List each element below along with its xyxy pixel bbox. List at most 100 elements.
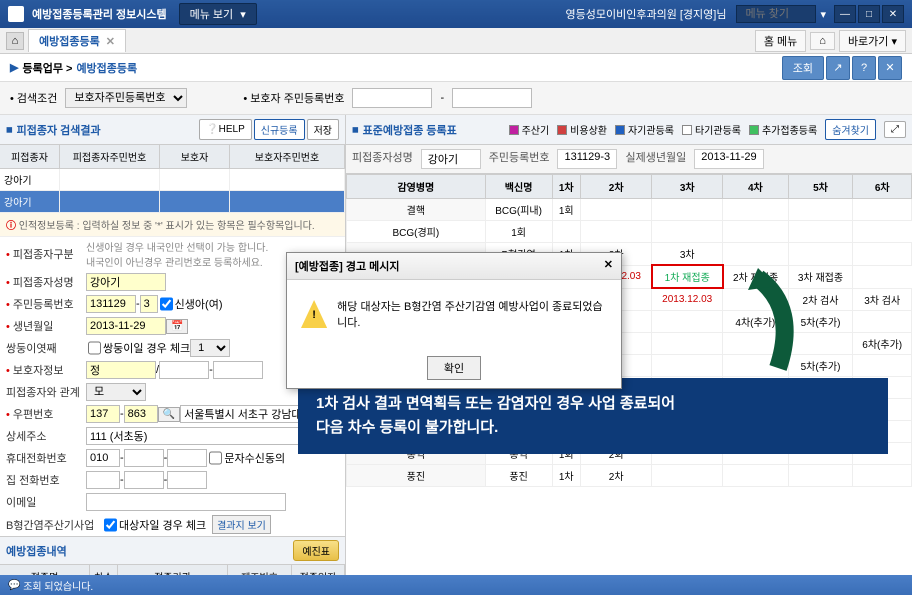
warning-icon: [301, 300, 327, 328]
status-icon: 💬: [8, 580, 20, 591]
twin-label: 쌍둥이일 경우 체크: [103, 340, 190, 356]
note-gubun: 신생아일 경우 내국인만 선택이 가능 합니다.내국인이 아닌경우 관리번호로 …: [86, 239, 268, 269]
minimize-button[interactable]: —: [834, 5, 856, 23]
lbl-gubun: 피접종자구분: [6, 246, 86, 262]
modal-title: [예방접종] 경고 메시지: [295, 258, 400, 274]
hide-button[interactable]: 숨겨찾기: [825, 119, 876, 140]
tab-registration[interactable]: 예방접종등록 ✕: [28, 29, 126, 52]
vax-row[interactable]: 풍진풍진1차2차: [347, 464, 912, 486]
shortcut-button[interactable]: 바로가기 ▾: [839, 30, 906, 52]
tel2-input[interactable]: [124, 471, 164, 489]
result-grid-header: 피접종자피접종자주민번호 보호자보호자주민번호: [0, 145, 345, 169]
result-view-button[interactable]: 결과지 보기: [212, 515, 271, 534]
save-button[interactable]: 저장: [307, 119, 339, 140]
lbl-name: 피접종자성명: [6, 274, 86, 290]
pre-exam-button[interactable]: 예진표: [293, 540, 339, 561]
addr1-input[interactable]: [180, 405, 310, 423]
twin-checkbox[interactable]: [88, 339, 101, 357]
tel3-input[interactable]: [167, 471, 207, 489]
jumin1-input[interactable]: [86, 295, 136, 313]
status-text: 조회 되었습니다.: [23, 578, 93, 593]
lbl-phone: 휴대전화번호: [6, 450, 86, 466]
modal-ok-button[interactable]: 확인: [427, 356, 481, 380]
breadcrumb: ▶ 등록업무 > 예방접종등록 조회 ↗ ? ✕: [0, 54, 912, 82]
vax-row[interactable]: 결핵BCG(피내)1회: [347, 199, 912, 221]
callout-arrow-icon: [748, 268, 808, 378]
home-nav-icon[interactable]: ⌂: [810, 32, 835, 50]
modal-message: 해당 대상자는 B형간염 주산기감염 예방사업이 종료되었습니다.: [337, 298, 607, 330]
newborn-label: 신생아(여): [175, 296, 223, 312]
export-icon[interactable]: ↗: [826, 56, 850, 80]
home-icon[interactable]: ⌂: [6, 32, 24, 50]
twin-select[interactable]: 1: [190, 339, 230, 357]
close-button[interactable]: ✕: [882, 5, 904, 23]
vax-row[interactable]: BCG(경피)1회: [347, 221, 912, 243]
r-val-jumin: 131129-3: [557, 149, 617, 169]
jumin2-input[interactable]: [140, 295, 158, 313]
email-input[interactable]: [86, 493, 286, 511]
phone3-input[interactable]: [167, 449, 207, 467]
menu-search-input[interactable]: [736, 5, 816, 23]
new-reg-button[interactable]: 신규등록: [254, 119, 305, 140]
sms-label: 문자수신동의: [224, 450, 285, 466]
tab-close-icon[interactable]: ✕: [106, 35, 115, 48]
newborn-checkbox[interactable]: [160, 295, 173, 313]
panel-close-icon[interactable]: ✕: [878, 56, 902, 80]
calendar-icon[interactable]: 📅: [166, 319, 188, 334]
logo-icon: [8, 6, 24, 22]
guardian-input3[interactable]: [213, 361, 263, 379]
zip-search-icon[interactable]: 🔍: [158, 407, 180, 422]
result-row-selected[interactable]: 강아기: [0, 191, 345, 213]
menu-view-button[interactable]: 메뉴 보기 ▾: [179, 3, 257, 25]
lbl-tel: 집 전화번호: [6, 472, 86, 488]
lbl-rel: 피접종자와 관계: [6, 384, 86, 400]
phone1-input[interactable]: [86, 449, 120, 467]
info-note: ⓘ 인적정보등록 : 입력하실 정보 중 '*' 표시가 있는 항목은 필수항목…: [0, 213, 345, 237]
guardian-input2[interactable]: [159, 361, 209, 379]
query-button[interactable]: 조회: [782, 56, 824, 80]
sms-checkbox[interactable]: [209, 449, 222, 467]
zip2-input[interactable]: [124, 405, 158, 423]
modal-close-icon[interactable]: ✕: [604, 258, 613, 274]
search-cond-select[interactable]: 보호자주민등록번호: [65, 88, 187, 108]
callout-line1: 1차 검사 결과 면역획득 또는 감염자인 경우 사업 종료되어: [316, 392, 870, 416]
warning-modal: [예방접종] 경고 메시지 ✕ 해당 대상자는 B형간염 주산기감염 예방사업이…: [286, 252, 622, 389]
tel1-input[interactable]: [86, 471, 120, 489]
lbl-hepb: B형간염주산기사업: [6, 517, 102, 533]
guardian-jumin-input[interactable]: [352, 88, 432, 108]
name-input[interactable]: [86, 273, 166, 291]
status-bar: 💬 조회 되었습니다.: [0, 575, 912, 595]
home-menu-button[interactable]: 홈 메뉴: [755, 30, 806, 52]
lbl-birth: 생년월일: [6, 318, 86, 334]
rel-select[interactable]: 모: [86, 383, 146, 401]
birth-input[interactable]: [86, 317, 166, 335]
r-lbl-birth: 실제생년월일: [625, 149, 686, 169]
hepb-checkbox[interactable]: [104, 516, 117, 534]
expand-icon[interactable]: ⤢: [884, 121, 906, 138]
guardian-input[interactable]: [86, 361, 156, 379]
zip1-input[interactable]: [86, 405, 120, 423]
breadcrumb-icon: ▶: [10, 61, 18, 74]
addr2-input[interactable]: [86, 427, 306, 445]
maximize-button[interactable]: □: [858, 5, 880, 23]
breadcrumb-part1: 등록업무 >: [22, 60, 72, 76]
user-info: 영등성모이비인후과의원 [경지영]님: [566, 6, 727, 22]
lbl-guardian: 보호자정보: [6, 362, 86, 378]
tab-label: 예방접종등록: [39, 33, 100, 49]
guardian-jumin-input2[interactable]: [452, 88, 532, 108]
titlebar: 예방접종등록관리 정보시스템 메뉴 보기 ▾ 영등성모이비인후과의원 [경지영]…: [0, 0, 912, 28]
lbl-jumin: 주민등록번호: [6, 296, 86, 312]
r-val-birth: 2013-11-29: [694, 149, 763, 169]
search-cond-label: • 검색조건: [10, 90, 57, 106]
breadcrumb-part2: 예방접종등록: [76, 60, 137, 76]
lbl-twin: 쌍둥이엿째: [6, 340, 86, 356]
history-title: 예방접종내역: [6, 543, 67, 559]
phone2-input[interactable]: [124, 449, 164, 467]
r-lbl-jumin: 주민등록번호: [489, 149, 550, 169]
help-button[interactable]: ❔HELP: [199, 119, 252, 140]
guardian-jumin-label: • 보호자 주민등록번호: [243, 90, 344, 106]
tabbar: ⌂ 예방접종등록 ✕ 홈 메뉴 ⌂ 바로가기 ▾: [0, 28, 912, 54]
left-panel-title: 피접종자 검색결과: [6, 122, 101, 138]
help-icon[interactable]: ?: [852, 56, 876, 80]
result-row[interactable]: 강아기: [0, 169, 345, 191]
